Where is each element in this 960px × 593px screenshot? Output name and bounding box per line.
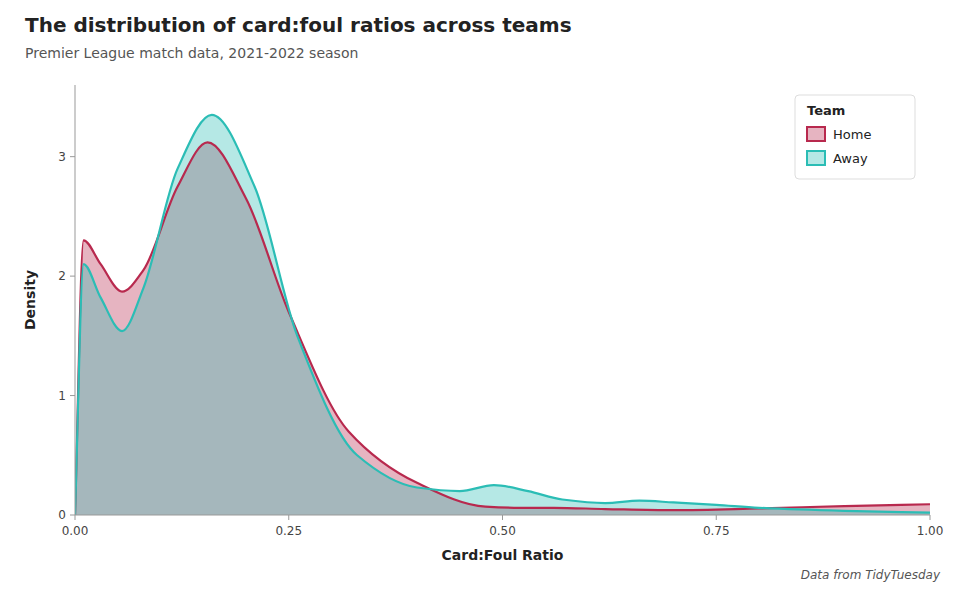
legend-title: Team	[807, 103, 845, 118]
x-tick-label: 0.25	[275, 524, 302, 538]
y-axis-label: Density	[22, 270, 38, 330]
legend: Team Home Away	[795, 95, 915, 179]
y-tick	[70, 276, 75, 277]
legend-label: Away	[833, 151, 868, 166]
y-tick-label: 0	[58, 508, 66, 522]
y-tick	[70, 395, 75, 396]
annotation: Data from TidyTuesday	[801, 568, 941, 582]
density-line	[75, 142, 930, 515]
legend-swatch	[807, 127, 825, 141]
y-axis-line	[75, 85, 76, 515]
x-tick	[930, 515, 931, 520]
y-tick-label: 2	[58, 269, 66, 283]
legend-swatch	[807, 151, 825, 165]
x-tick	[288, 515, 289, 520]
chart: The distribution of card:foul ratios acr…	[0, 0, 960, 593]
x-tick-label: 0.50	[489, 524, 516, 538]
y-tick-label: 1	[58, 389, 66, 403]
x-axis-label: Card:Foul Ratio	[442, 547, 564, 563]
subtitle: Premier League match data, 2021-2022 sea…	[25, 45, 358, 61]
title: The distribution of card:foul ratios acr…	[25, 13, 572, 37]
x-tick-label: 1.00	[917, 524, 944, 538]
legend-label: Home	[833, 127, 871, 142]
y-tick	[70, 156, 75, 157]
x-tick-label: 0.00	[62, 524, 89, 538]
x-tick	[716, 515, 717, 520]
y-tick	[70, 515, 75, 516]
legend-box	[795, 95, 915, 179]
x-tick	[502, 515, 503, 520]
y-tick-label: 3	[58, 150, 66, 164]
x-tick	[75, 515, 76, 520]
x-tick-label: 0.75	[703, 524, 730, 538]
